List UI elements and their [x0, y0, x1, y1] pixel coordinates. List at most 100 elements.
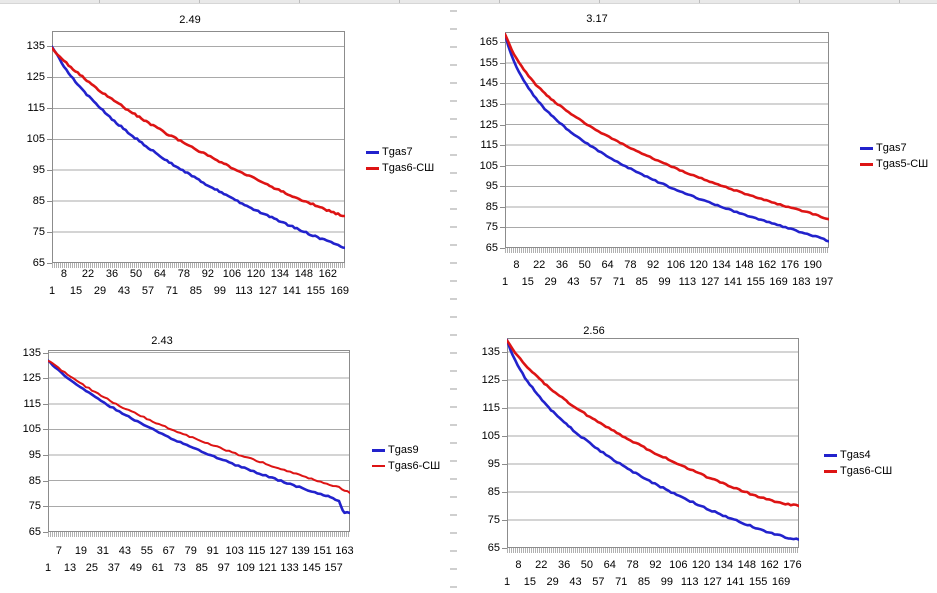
x-axis-label: 106 — [669, 559, 688, 571]
chart-top-right[interactable]: 3.17 65 75 85 95 105 115 125 135 145 155 165 8 22 36… — [467, 0, 937, 300]
x-axis-label: 31 — [96, 545, 110, 557]
x-axis-label: 183 — [792, 276, 811, 288]
x-axis-label: 120 — [691, 559, 711, 571]
chart-top-left[interactable]: 2.49 65 75 85 95 105 115 125 135 8 22 36 50 64 78 92 1… — [0, 0, 460, 300]
series-line-Tgas6-СШ — [48, 359, 350, 494]
legend-line-icon — [366, 166, 379, 170]
x-axis-label: 57 — [592, 576, 605, 588]
x-axis-tick-strip — [507, 548, 799, 553]
y-axis-label: 95 — [487, 458, 500, 470]
y-axis-label: 65 — [32, 257, 45, 269]
legend-label: Tgas6-СШ — [388, 460, 441, 472]
x-axis-label: 13 — [63, 562, 77, 574]
x-axis-label: 99 — [658, 276, 671, 288]
plot-area — [505, 32, 829, 248]
legend-entry: Tgas4 — [824, 447, 892, 463]
x-axis-label: 134 — [270, 268, 290, 280]
series-line-Tgas6-СШ — [52, 46, 345, 218]
x-axis-label: 43 — [117, 285, 131, 297]
x-axis-label: 43 — [567, 276, 580, 288]
x-axis-label: 155 — [306, 285, 326, 297]
x-axis-label: 92 — [649, 559, 662, 571]
legend-line-icon — [366, 150, 379, 154]
x-axis-label: 99 — [660, 576, 673, 588]
x-axis-label: 155 — [749, 576, 768, 588]
x-axis-label: 127 — [703, 576, 722, 588]
x-axis-label: 97 — [217, 562, 230, 574]
x-axis-label: 169 — [769, 276, 788, 288]
legend-label: Tgas7 — [876, 142, 907, 154]
x-axis-label: 37 — [107, 562, 121, 574]
x-axis-label: 176 — [783, 559, 802, 571]
x-axis-label: 57 — [590, 276, 603, 288]
plot-border — [505, 32, 829, 248]
x-axis-label: 64 — [603, 559, 616, 571]
x-axis-label: 71 — [612, 276, 626, 288]
legend-label: Tgas6-СШ — [840, 465, 893, 477]
plot-border — [52, 31, 345, 263]
x-axis-label: 127 — [700, 276, 720, 288]
x-axis-label: 103 — [225, 545, 244, 557]
y-axis-label: 95 — [28, 449, 41, 462]
x-axis-label: 113 — [235, 285, 253, 297]
plot-area — [48, 350, 350, 532]
x-axis-label: 78 — [626, 559, 639, 571]
y-axis-label: 165 — [479, 36, 498, 49]
x-axis-label: 15 — [69, 285, 83, 297]
chart-bottom-right[interactable]: 2.56 65 75 85 95 105 115 125 135 8 22 36 50 64 78 92 1… — [467, 300, 937, 593]
x-axis-label: 139 — [291, 545, 310, 557]
y-axis-label: 105 — [481, 430, 500, 442]
x-axis-label: 57 — [141, 285, 155, 297]
x-axis-label: 36 — [105, 268, 119, 280]
legend: Tgas9 Tgas6-СШ — [372, 442, 440, 474]
y-axis-label: 115 — [482, 402, 500, 414]
x-axis-label: 106 — [666, 259, 686, 271]
x-axis-label: 162 — [757, 259, 777, 271]
x-axis-label: 134 — [712, 259, 731, 271]
x-axis-label: 78 — [177, 268, 191, 280]
x-axis-label: 190 — [803, 259, 822, 271]
series-line-Tgas6-СШ — [507, 339, 799, 508]
y-axis-label: 65 — [487, 542, 500, 554]
x-axis-label: 151 — [313, 545, 332, 557]
x-axis-label: 113 — [680, 576, 699, 588]
x-axis-label: 109 — [236, 562, 255, 574]
x-axis-label: 197 — [814, 276, 834, 288]
x-axis-label: 79 — [184, 545, 197, 557]
y-axis-label: 155 — [479, 56, 498, 69]
x-axis-label: 148 — [294, 268, 314, 280]
x-axis-label: 148 — [735, 259, 754, 271]
x-axis-label: 36 — [557, 559, 571, 571]
chart-bottom-left[interactable]: 2.43 65 75 85 95 105 115 125 135 7 19 31 43 55 67 79 9… — [0, 300, 460, 593]
chart-canvas — [505, 32, 829, 248]
x-axis-label: 92 — [201, 268, 215, 280]
chart-canvas — [507, 338, 799, 548]
x-axis-tick-strip — [52, 263, 345, 268]
x-axis-label: 43 — [118, 545, 131, 557]
x-axis-label: 1 — [503, 576, 511, 588]
x-axis-label: 162 — [760, 559, 779, 571]
x-axis-label: 134 — [714, 559, 734, 571]
x-axis-label: 92 — [647, 259, 660, 271]
x-axis-label: 67 — [162, 545, 175, 557]
y-axis-label: 95 — [485, 180, 498, 193]
x-axis-label: 162 — [318, 268, 338, 280]
y-axis-label: 145 — [479, 77, 498, 90]
y-axis-label: 115 — [480, 139, 498, 152]
x-axis-label: 55 — [140, 545, 153, 557]
legend-label: Tgas7 — [382, 146, 413, 158]
chart-title: 2.49 — [179, 14, 201, 26]
y-axis-label: 135 — [481, 346, 500, 358]
series-line-Tgas5-СШ — [505, 32, 829, 221]
series-line-Tgas7 — [505, 32, 829, 243]
x-axis-label: 145 — [302, 562, 321, 574]
x-axis-label: 1 — [44, 562, 52, 574]
x-axis-label: 8 — [515, 559, 522, 571]
x-axis-label: 127 — [269, 545, 288, 557]
x-axis-label: 19 — [74, 545, 88, 557]
y-axis-label: 95 — [32, 164, 45, 177]
y-axis-label: 115 — [27, 102, 45, 115]
x-axis-label: 49 — [129, 562, 142, 574]
series-line-Tgas4 — [507, 338, 799, 541]
legend-entry: Tgas6-СШ — [372, 458, 440, 474]
